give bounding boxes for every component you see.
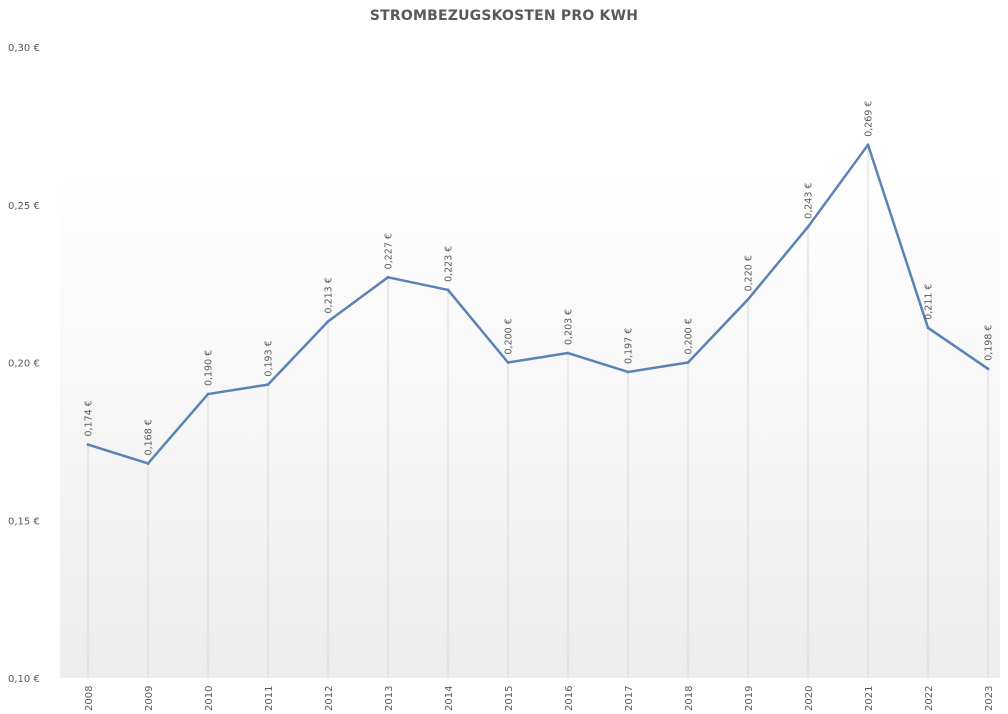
data-label: 0,198 € xyxy=(984,325,995,361)
data-label: 0,203 € xyxy=(564,309,575,345)
y-tick-label: 0,15 € xyxy=(8,516,40,527)
series-line xyxy=(86,143,990,465)
x-tick-label: 2018 xyxy=(684,686,695,711)
data-label: 0,223 € xyxy=(444,246,455,282)
data-label: 0,197 € xyxy=(624,328,635,364)
chart-title: STROMBEZUGSKOSTEN PRO KWH xyxy=(369,8,639,24)
data-label: 0,211 € xyxy=(924,284,935,320)
x-tick-label: 2021 xyxy=(864,686,875,711)
x-tick-label: 2014 xyxy=(444,686,455,711)
data-label: 0,227 € xyxy=(384,233,395,269)
y-tick-label: 0,10 € xyxy=(8,674,40,685)
data-label: 0,200 € xyxy=(504,318,515,354)
data-point xyxy=(86,443,90,446)
data-point xyxy=(266,383,270,386)
x-tick-label: 2011 xyxy=(264,686,275,711)
data-point xyxy=(686,361,690,364)
data-point xyxy=(146,462,150,465)
data-label: 0,200 € xyxy=(684,318,695,354)
data-point xyxy=(926,326,930,330)
x-tick-label: 2023 xyxy=(984,686,995,711)
x-tick-label: 2010 xyxy=(204,686,215,711)
x-tick-label: 2013 xyxy=(384,686,395,711)
data-label: 0,168 € xyxy=(144,419,155,455)
x-tick-label: 2016 xyxy=(564,686,575,711)
x-tick-label: 2022 xyxy=(924,686,935,711)
data-point xyxy=(746,298,750,301)
data-label: 0,193 € xyxy=(264,340,275,376)
data-label: 0,220 € xyxy=(744,255,755,291)
data-label: 0,190 € xyxy=(204,350,215,386)
x-tick-label: 2009 xyxy=(144,686,155,711)
data-point xyxy=(446,288,450,292)
data-label: 0,269 € xyxy=(864,101,875,137)
x-tick-label: 2019 xyxy=(744,686,755,711)
x-tick-label: 2017 xyxy=(624,686,635,711)
y-tick-label: 0,20 € xyxy=(8,359,40,370)
x-tick-label: 2012 xyxy=(324,686,335,711)
data-label: 0,213 € xyxy=(324,277,335,313)
data-point xyxy=(506,361,510,364)
data-point xyxy=(866,143,870,147)
data-point xyxy=(566,351,570,355)
data-point xyxy=(386,275,390,279)
plot-background xyxy=(60,170,1000,678)
y-tick-label: 0,30 € xyxy=(8,43,40,54)
data-point xyxy=(206,392,210,396)
x-tick-label: 2015 xyxy=(504,686,515,711)
x-tick-label: 2008 xyxy=(84,686,95,711)
y-tick-label: 0,25 € xyxy=(8,201,40,212)
data-point xyxy=(806,225,810,229)
x-tick-label: 2020 xyxy=(804,686,815,711)
data-point xyxy=(626,370,630,374)
data-label: 0,174 € xyxy=(84,400,95,436)
data-point xyxy=(986,367,990,371)
data-label: 0,243 € xyxy=(804,183,815,219)
data-point xyxy=(326,320,330,323)
